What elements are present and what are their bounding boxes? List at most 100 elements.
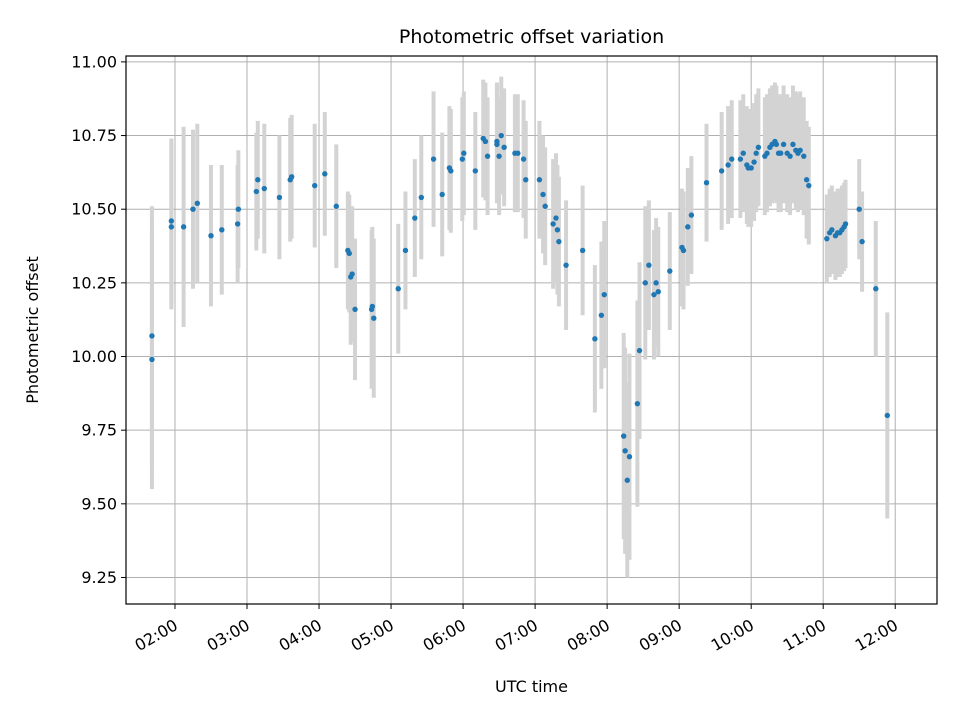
- data-point: [797, 147, 803, 153]
- data-point: [168, 218, 175, 224]
- data-point: [190, 206, 196, 212]
- data-point: [194, 200, 201, 207]
- data-point: [725, 162, 731, 168]
- data-point: [859, 238, 865, 245]
- data-point: [626, 453, 633, 460]
- data-point: [737, 156, 744, 162]
- data-point: [448, 168, 454, 174]
- data-point: [873, 286, 879, 292]
- data-point: [149, 356, 155, 363]
- data-point: [764, 150, 770, 156]
- data-point: [261, 185, 267, 192]
- data-point: [688, 212, 695, 218]
- data-point: [542, 203, 548, 209]
- data-point: [751, 159, 757, 165]
- data-point: [634, 400, 641, 407]
- data-point: [642, 280, 648, 286]
- data-point: [824, 235, 830, 242]
- data-point: [803, 177, 810, 183]
- data-point: [755, 144, 762, 151]
- data-point: [412, 215, 418, 221]
- data-point: [322, 171, 328, 177]
- y-axis-ticks: 9.25 9.50 9.75 10.00 10.25 10.50 10.75 11.00: [71, 52, 126, 587]
- data-point: [680, 247, 687, 254]
- data-point: [402, 247, 409, 254]
- data-point: [482, 138, 489, 145]
- data-point: [563, 262, 569, 268]
- data-point: [550, 221, 556, 227]
- data-point: [459, 156, 466, 162]
- x-axis-label: UTC time: [495, 677, 568, 696]
- data-point: [333, 203, 340, 209]
- grid-lines: [126, 56, 937, 604]
- data-point: [498, 132, 504, 139]
- data-point: [484, 153, 491, 159]
- data-point: [536, 177, 543, 183]
- data-point: [592, 336, 598, 342]
- data-point: [430, 156, 437, 162]
- data-point: [624, 477, 630, 483]
- data-point: [418, 194, 425, 201]
- data-point: [801, 153, 807, 159]
- data-points: [149, 132, 891, 483]
- data-point: [653, 280, 659, 286]
- data-point: [168, 224, 175, 230]
- data-point: [472, 168, 479, 174]
- data-point: [729, 156, 735, 162]
- data-point: [636, 347, 643, 354]
- data-point: [235, 206, 242, 212]
- data-point: [884, 412, 891, 419]
- data-point: [667, 268, 673, 274]
- data-point: [288, 174, 295, 180]
- data-point: [718, 168, 725, 174]
- data-point: [748, 165, 754, 171]
- data-point: [556, 238, 562, 245]
- data-point: [773, 141, 780, 148]
- y-tick-label: 10.75: [71, 126, 117, 145]
- data-point: [515, 150, 521, 156]
- y-tick-label: 9.50: [81, 494, 117, 513]
- data-point: [780, 141, 787, 148]
- data-point: [740, 150, 746, 156]
- data-point: [234, 221, 241, 227]
- data-point: [276, 194, 283, 201]
- data-point: [685, 224, 691, 230]
- data-point: [439, 191, 445, 198]
- y-tick-label: 10.25: [71, 273, 117, 292]
- data-point: [651, 291, 657, 298]
- y-axis-label: Photometric offset: [23, 256, 42, 404]
- data-point: [842, 221, 849, 227]
- y-tick-label: 11.00: [71, 52, 117, 71]
- data-point: [208, 233, 214, 239]
- data-point: [255, 177, 261, 183]
- data-point: [349, 271, 355, 277]
- data-point: [778, 150, 784, 156]
- data-point: [554, 227, 561, 233]
- data-point: [501, 144, 507, 151]
- chart-title: Photometric offset variation: [399, 26, 664, 48]
- data-point: [620, 433, 627, 439]
- data-point: [540, 191, 546, 198]
- data-point: [180, 224, 187, 230]
- data-point: [369, 303, 376, 310]
- data-point: [520, 156, 527, 162]
- data-point: [806, 182, 812, 189]
- data-point: [655, 288, 661, 295]
- data-point: [523, 177, 529, 183]
- data-point: [312, 182, 318, 189]
- plot-area-frame: [125, 55, 938, 605]
- data-point: [496, 153, 502, 159]
- data-point: [494, 141, 500, 148]
- data-point: [829, 227, 835, 233]
- data-point: [149, 333, 155, 339]
- data-point: [598, 312, 605, 318]
- data-point: [703, 179, 710, 186]
- data-point: [461, 150, 467, 156]
- y-tick-label: 10.50: [71, 200, 117, 219]
- data-point: [790, 141, 796, 148]
- data-point: [253, 188, 260, 195]
- data-point: [753, 150, 759, 156]
- data-point: [787, 153, 793, 159]
